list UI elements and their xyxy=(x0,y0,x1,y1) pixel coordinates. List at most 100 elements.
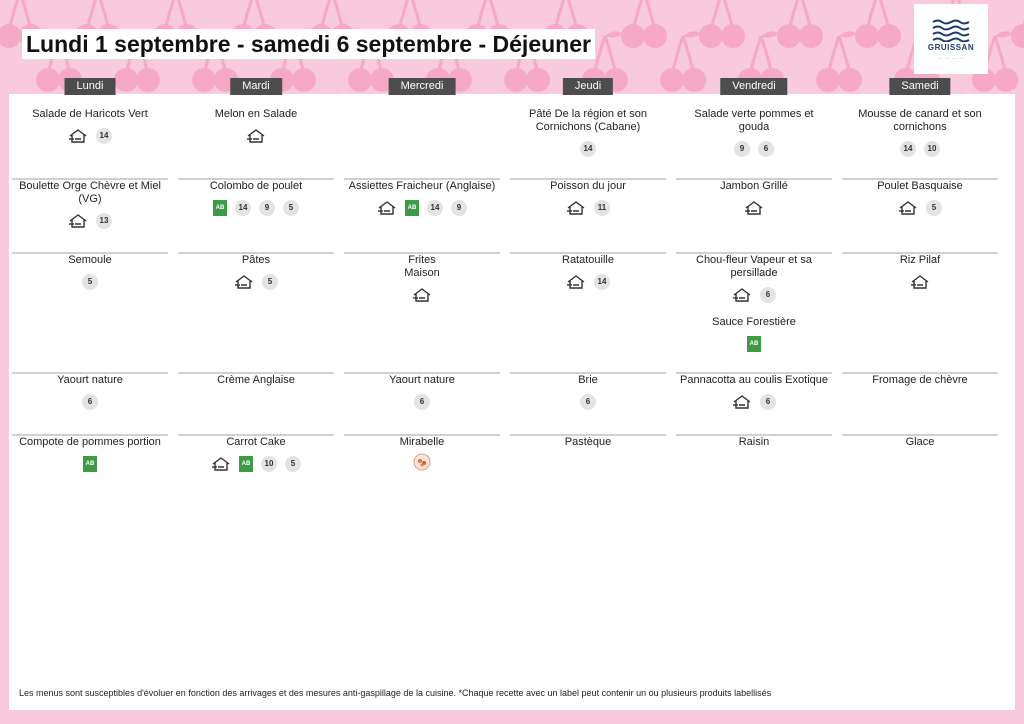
dish: Salade verte pommes et gouda 9 6 xyxy=(676,108,832,158)
dish-name: Compote de pommes portion xyxy=(19,436,161,448)
menu-cell xyxy=(344,108,500,180)
menu-cell: Brie 6 xyxy=(510,374,666,436)
menu-cell: Fromage de chèvre xyxy=(842,374,998,436)
menu-cell: Assiettes Fraicheur (Anglaise) AB 14 9 xyxy=(344,180,500,254)
menu-cell: Poisson du jour 11 xyxy=(510,180,666,254)
footer-note: Les menus sont susceptibles d'évoluer en… xyxy=(19,688,772,698)
dish: Poulet Basquaise 5 xyxy=(842,180,998,217)
dish: Colombo de poulet AB 14 9 5 xyxy=(178,180,334,217)
dish: Pâtes 5 xyxy=(178,254,334,291)
dish-labels: 11 xyxy=(510,199,666,217)
dish-name: Riz Pilaf xyxy=(899,254,941,266)
dish-labels: 14 xyxy=(12,127,168,145)
allergen-badge: 14 xyxy=(900,141,916,157)
dish-labels: AB 14 9 xyxy=(344,199,500,217)
menu-cell: Raisin xyxy=(676,436,832,494)
organic-ab-icon: AB xyxy=(83,456,97,472)
organic-ab-icon: AB xyxy=(213,200,227,216)
menu-cell: Pâtes 5 xyxy=(178,254,334,374)
day-header: Mardi xyxy=(230,78,282,95)
menu-cell: Crème Anglaise xyxy=(178,374,334,436)
dish-labels: 13 xyxy=(12,212,168,230)
dish-name: Ratatouille xyxy=(562,254,614,266)
dish-labels xyxy=(676,199,832,217)
menu-cell: Jambon Grillé xyxy=(676,180,832,254)
dish-name: Glace xyxy=(905,436,935,448)
allergen-badge: 9 xyxy=(734,141,750,157)
dish-labels: 6 xyxy=(12,393,168,411)
dish-name: Carrot Cake xyxy=(226,436,286,448)
dish-name: Frites Maison xyxy=(404,254,440,279)
dish-name: Brie xyxy=(578,374,598,386)
menu-cell: Riz Pilaf xyxy=(842,254,998,374)
organic-ab-icon: AB xyxy=(747,336,761,352)
dish-labels: AB xyxy=(676,335,832,353)
dish-name: Sauce Forestière xyxy=(712,316,796,328)
fruit-label-icon xyxy=(412,452,432,477)
homemade-icon xyxy=(910,275,930,289)
dish-labels: 6 xyxy=(344,393,500,411)
menu-panel xyxy=(9,94,1015,710)
allergen-badge: 14 xyxy=(594,274,610,290)
homemade-icon xyxy=(211,457,231,471)
dish-name: Chou-fleur Vapeur et sa persillade xyxy=(696,254,812,279)
homemade-icon xyxy=(566,275,586,289)
dish-name: Yaourt nature xyxy=(57,374,123,386)
dish: Frites Maison xyxy=(344,254,500,304)
menu-cell: Melon en Salade xyxy=(178,108,334,180)
menu-cell: Salade de Haricots Vert 14 xyxy=(12,108,168,180)
dish-labels xyxy=(178,127,334,145)
menu-cell: Ratatouille 14 xyxy=(510,254,666,374)
dish-labels: 6 xyxy=(510,393,666,411)
menu-cell: Pâté De la région et son Cornichons (Cab… xyxy=(510,108,666,180)
menu-cell: Chou-fleur Vapeur et sa persillade 6 Sauce… xyxy=(676,254,832,374)
dish-name: Boulette Orge Chèvre et Miel (VG) xyxy=(19,180,161,205)
organic-ab-icon: AB xyxy=(405,200,419,216)
day-header: Jeudi xyxy=(562,78,614,95)
allergen-badge: 10 xyxy=(261,456,277,472)
allergen-badge: 14 xyxy=(96,128,112,144)
homemade-icon xyxy=(68,129,88,143)
homemade-icon xyxy=(234,275,254,289)
dish-name: Poisson du jour xyxy=(550,180,626,192)
dish-name: Yaourt nature xyxy=(389,374,455,386)
dish-labels: AB 14 9 5 xyxy=(178,199,334,217)
dish: Semoule 5 xyxy=(12,254,168,291)
dish-labels: 5 xyxy=(842,199,998,217)
dish-labels: 5 xyxy=(178,273,334,291)
dish-name: Poulet Basquaise xyxy=(877,180,963,192)
dish: Brie 6 xyxy=(510,374,666,411)
day-header: Lundi xyxy=(64,78,116,95)
dish: Chou-fleur Vapeur et sa persillade 6 xyxy=(676,254,832,304)
homemade-icon xyxy=(412,288,432,302)
dish: Pannacotta au coulis Exotique 6 xyxy=(676,374,832,411)
allergen-badge: 5 xyxy=(82,274,98,290)
dish-labels: 14 xyxy=(510,140,666,158)
menu-cell: Salade verte pommes et gouda 9 6 xyxy=(676,108,832,180)
dish-labels xyxy=(842,273,998,291)
dish: Yaourt nature 6 xyxy=(12,374,168,411)
dish: Salade de Haricots Vert 14 xyxy=(12,108,168,145)
dish-name: Salade verte pommes et gouda xyxy=(694,108,814,133)
dish-labels: 14 xyxy=(510,273,666,291)
dish-labels: 6 xyxy=(676,286,832,304)
allergen-badge: 5 xyxy=(262,274,278,290)
dish-name: Salade de Haricots Vert xyxy=(32,108,148,120)
waves-icon xyxy=(932,19,970,42)
dish-name: Crème Anglaise xyxy=(217,374,295,386)
dish-labels: 14 10 xyxy=(842,140,998,158)
dish-labels: AB 10 5 xyxy=(178,455,334,473)
allergen-badge: 5 xyxy=(285,456,301,472)
dish-name: Pâté De la région et son Cornichons (Cab… xyxy=(528,108,648,133)
dish: Mousse de canard et son cornichons 14 10 xyxy=(842,108,998,158)
menu-cell: Boulette Orge Chèvre et Miel (VG) 13 xyxy=(12,180,168,254)
organic-ab-icon: AB xyxy=(239,456,253,472)
dish-name: Mousse de canard et son cornichons xyxy=(858,108,982,133)
dish: Carrot Cake AB 10 5 xyxy=(178,436,334,473)
dish-name: Melon en Salade xyxy=(214,108,298,120)
allergen-badge: 6 xyxy=(414,394,430,410)
allergen-badge: 5 xyxy=(926,200,942,216)
day-header: Samedi xyxy=(889,78,951,95)
dish: Raisin xyxy=(676,436,832,449)
allergen-badge: 11 xyxy=(594,200,610,216)
